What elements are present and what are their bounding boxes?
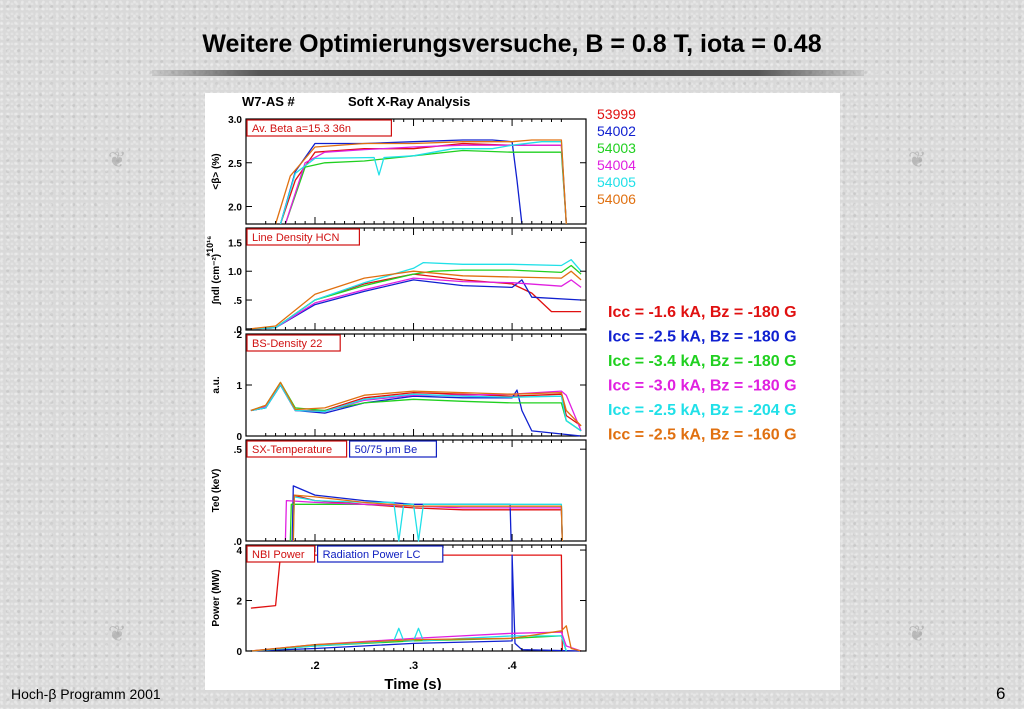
series-line-power-54006: [250, 625, 582, 652]
series-line-beta-54004: [284, 144, 567, 225]
background-ornament-icon: ❦: [908, 148, 927, 173]
series-line-bs-54005: [250, 384, 582, 432]
title-divider: [152, 70, 864, 76]
y-tick-label: .0: [234, 537, 243, 548]
x-tick-label: .2: [310, 660, 319, 672]
y-axis-label: a.u.: [211, 376, 222, 393]
legend-shot-53999: 53999: [597, 106, 636, 122]
legend-shot-54003: 54003: [597, 140, 636, 156]
chart-canvas: W7-AS # Soft X-Ray Analysis 3.02.52.0Av.…: [205, 94, 797, 690]
legend-shot-54006: 54006: [597, 191, 636, 207]
legend-config-54006: Icc = -2.5 kA, Bz = -160 G: [608, 427, 797, 444]
y-tick-label: 3.0: [228, 115, 242, 126]
legend-config-54004: Icc = -3.0 kA, Bz = -180 G: [608, 378, 797, 395]
y-tick-label: 4: [236, 546, 242, 557]
legend-config-54005: Icc = -2.5 kA, Bz = -204 G: [608, 402, 797, 419]
series-line-beta-54005: [279, 141, 567, 225]
legend-shot-54004: 54004: [597, 157, 636, 173]
series-line-power-54002: [250, 554, 582, 652]
page-number: 6: [996, 684, 1006, 703]
y-axis-label: <β> (%): [211, 153, 222, 189]
panel-label: 50/75 μm Be: [355, 444, 418, 456]
series-line-beta-54006: [274, 139, 567, 225]
panel-te: .5 .0 SX-Temperature 50/75 μm Be Te0 (keV): [211, 439, 587, 548]
legend-config-54002: Icc = -2.5 kA, Bz = -180 G: [608, 329, 797, 346]
y-axis-label: Te0 (keV): [211, 469, 222, 513]
x-tick-label: .4: [507, 660, 517, 672]
y-axis-label: ∫ndl (cm⁻²): [211, 254, 222, 305]
legend-shot-54002: 54002: [597, 123, 636, 139]
y-axis-label: Power (MW): [211, 569, 222, 626]
panel-label-box: [316, 545, 444, 563]
panel-label: Av. Beta a=15.3 36n: [252, 123, 351, 135]
panel-bs: 2 1 0 BS-Density 22 a.u.: [211, 330, 587, 443]
series-line-density-54006: [250, 270, 582, 330]
y-tick-label: 0: [236, 432, 242, 443]
panel-label: NBI Power: [252, 549, 305, 561]
legend-shot-54005: 54005: [597, 174, 636, 190]
y-tick-label: 1.5: [228, 238, 242, 249]
legend-config-53999: Icc = -1.6 kA, Bz = -180 G: [608, 304, 797, 321]
series-line-density-54002: [250, 279, 582, 330]
y-tick-label: .5: [234, 296, 243, 307]
figure-header-machine: W7-AS #: [242, 94, 296, 109]
series-line-density-54005: [250, 259, 582, 330]
series-line-te-54006: [292, 494, 563, 542]
series-line-te-54005: [292, 496, 563, 542]
y-tick-label: 2: [236, 330, 242, 341]
y-axis-exponent: *10¹⁶: [205, 236, 215, 257]
x-axis-label: Time (s): [384, 676, 441, 690]
background-ornament-icon: ❦: [108, 622, 127, 647]
y-tick-label: 1.0: [228, 267, 242, 278]
y-tick-label: 1: [236, 381, 242, 392]
panel-label-box: [246, 440, 348, 458]
slide-title: Weitere Optimierungsversuche, B = 0.8 T,…: [202, 30, 822, 58]
panel-label-box: [349, 440, 438, 458]
series-line-bs-54006: [250, 381, 582, 427]
y-tick-label: 2: [236, 597, 242, 608]
x-tick-label: .3: [409, 660, 418, 672]
background-ornament-icon: ❦: [108, 148, 127, 173]
panel-label-box: [246, 228, 361, 246]
panel-label: SX-Temperature: [252, 444, 332, 456]
y-tick-label: .5: [234, 445, 243, 456]
figure-header-analysis: Soft X-Ray Analysis: [348, 94, 470, 109]
series-line-beta-54002: [279, 139, 523, 225]
panel-density: 1.5 1.0 .5 .0 Line Density HCN ∫ndl (cm⁻²)*10…: [205, 227, 587, 336]
legend-config-54003: Icc = -3.4 kA, Bz = -180 G: [608, 353, 797, 370]
panel-label: Radiation Power LC: [323, 549, 421, 561]
y-tick-label: 2.0: [228, 203, 242, 214]
soft-xray-figure: W7-AS # Soft X-Ray Analysis 3.0 2.5 2.0 Av.…: [205, 93, 840, 690]
panel-label: BS-Density 22: [252, 338, 322, 350]
panel-label-box: [246, 545, 316, 563]
background-ornament-icon: ❦: [908, 622, 927, 647]
panel-label: Line Density HCN: [252, 232, 339, 244]
footer-program-label: Hoch-β Programm 2001: [11, 686, 161, 702]
panel-label-box: [246, 119, 392, 137]
panel-power: 4 2 0 NBI Power Radiation Power LC Power (MW): [211, 544, 587, 658]
y-tick-label: 2.5: [228, 159, 242, 170]
y-tick-label: 0: [236, 647, 242, 658]
y-tick-label: .0: [234, 325, 243, 336]
series-line-density-54004: [250, 277, 582, 330]
panel-beta: 3.0 2.5 2.0 Av. Beta a=15.3 36n <β> (%): [211, 115, 587, 225]
panel-label-box: [246, 334, 341, 352]
